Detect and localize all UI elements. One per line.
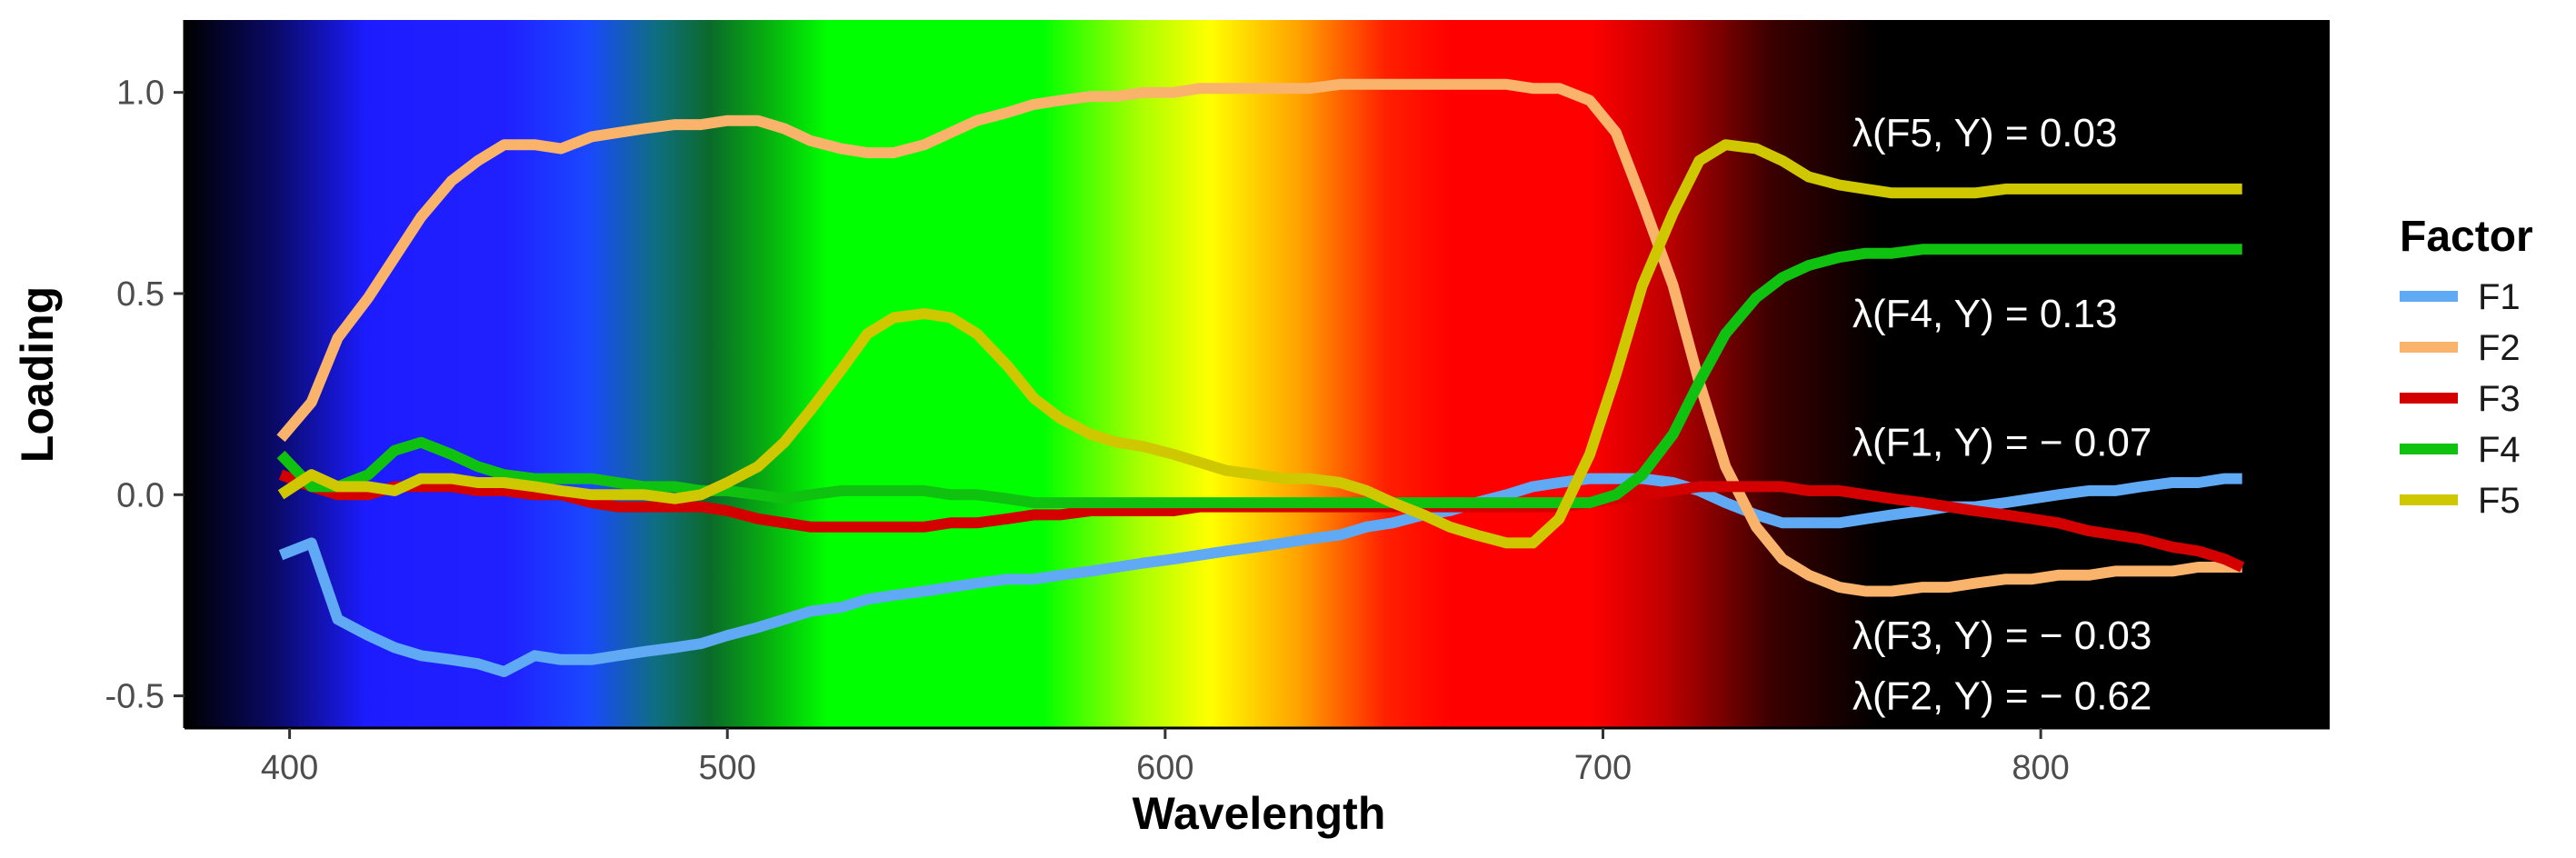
y-ticks: 1.0 0.5 0.0 -0.5	[105, 75, 185, 716]
y-axis-title: Loading	[12, 286, 63, 463]
series-line-f4	[276, 244, 2242, 509]
plot-area: λ(F5, Y) = 0.03 λ(F4, Y) = 0.13 λ(F1, Y) =…	[185, 20, 2330, 728]
legend-label-f4: F4	[2478, 430, 2521, 470]
annotation-label: λ(F5, Y) = 0.03	[1852, 111, 2117, 155]
annotation-label: λ(F1, Y) = − 0.07	[1852, 421, 2152, 465]
x-tick-label: 700	[1574, 749, 1632, 787]
legend-label-f5: F5	[2478, 481, 2521, 521]
x-tick-label: 400	[261, 749, 318, 787]
x-ticks: 400 500 600 700 800	[261, 728, 2070, 787]
y-tick-label: 0.5	[116, 275, 165, 314]
x-tick-label: 600	[1136, 749, 1193, 787]
legend-label-f1: F1	[2478, 277, 2521, 317]
legend-items: F1 F2 F3 F4 F5	[2400, 277, 2521, 521]
annotation-label: λ(F2, Y) = − 0.62	[1852, 674, 2152, 719]
y-tick-label: -0.5	[105, 678, 165, 716]
x-tick-label: 800	[2012, 749, 2069, 787]
y-tick-label: 0.0	[116, 476, 165, 514]
legend-label-f2: F2	[2478, 328, 2521, 368]
x-axis-title: Wavelength	[1133, 788, 1386, 839]
x-tick-label: 500	[699, 749, 756, 787]
legend: Factor F1 F2 F3 F4 F5	[2400, 213, 2533, 521]
series-line-f1	[278, 473, 2242, 677]
series-line-f5	[277, 139, 2242, 549]
series-layer	[276, 78, 2245, 677]
spectrum-background	[185, 20, 2330, 728]
annotation-label: λ(F3, Y) = − 0.03	[1852, 614, 2152, 658]
series-line-f2	[276, 78, 2242, 597]
legend-label-f3: F3	[2478, 379, 2521, 419]
annotations: λ(F5, Y) = 0.03 λ(F4, Y) = 0.13 λ(F1, Y) =…	[1852, 111, 2152, 719]
axes: 400 500 600 700 800 1.0 0.5 0.0 -0.5 Wavelength…	[12, 20, 2330, 839]
annotation-label: λ(F4, Y) = 0.13	[1852, 292, 2117, 336]
legend-title: Factor	[2400, 213, 2533, 261]
y-tick-label: 1.0	[116, 75, 165, 113]
